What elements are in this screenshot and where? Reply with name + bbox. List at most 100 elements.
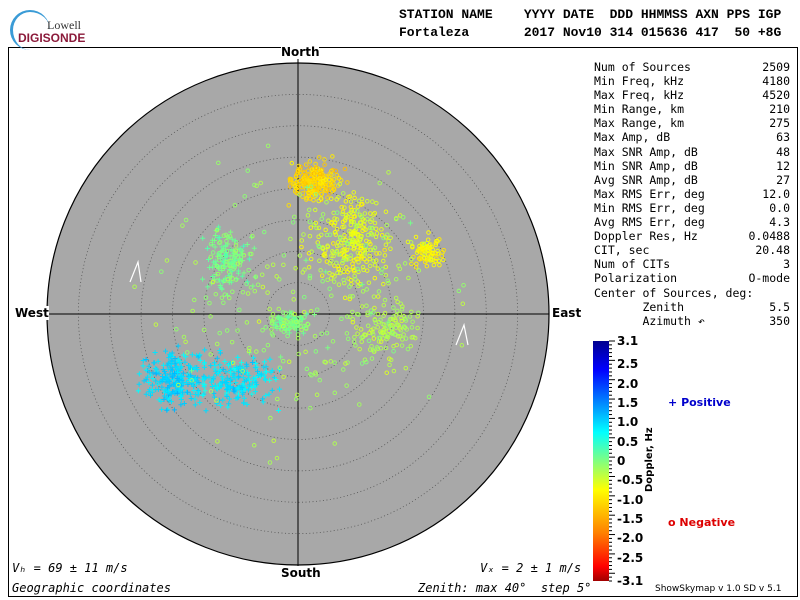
direction-west: West bbox=[15, 306, 49, 320]
source-positive bbox=[191, 388, 197, 394]
source-positive bbox=[300, 330, 306, 336]
source-negative bbox=[355, 331, 360, 336]
source-positive bbox=[136, 371, 142, 377]
source-positive bbox=[196, 353, 202, 359]
source-negative bbox=[298, 320, 303, 326]
source-negative bbox=[281, 262, 286, 268]
source-negative bbox=[294, 190, 299, 196]
source-positive bbox=[274, 323, 280, 329]
source-positive bbox=[287, 309, 293, 315]
source-negative bbox=[358, 327, 364, 332]
source-negative bbox=[372, 275, 378, 281]
source-negative bbox=[364, 287, 369, 292]
source-positive bbox=[252, 384, 258, 390]
source-negative bbox=[381, 258, 386, 264]
source-negative bbox=[292, 311, 297, 317]
source-negative bbox=[223, 232, 229, 238]
legend-negative-label: Negative bbox=[679, 516, 736, 529]
source-negative bbox=[323, 227, 328, 233]
source-positive bbox=[250, 375, 256, 381]
source-negative bbox=[365, 199, 370, 204]
source-negative bbox=[294, 319, 299, 325]
source-negative bbox=[358, 202, 364, 207]
source-negative bbox=[265, 143, 271, 149]
source-negative bbox=[282, 325, 287, 331]
source-negative bbox=[224, 248, 230, 254]
source-positive bbox=[231, 259, 237, 265]
source-negative bbox=[379, 270, 384, 276]
source-positive bbox=[213, 258, 219, 264]
source-positive bbox=[249, 234, 255, 240]
source-negative bbox=[371, 294, 377, 299]
source-positive bbox=[159, 378, 165, 384]
source-positive bbox=[237, 257, 243, 263]
source-positive bbox=[359, 282, 365, 288]
source-positive bbox=[209, 383, 215, 389]
source-negative bbox=[232, 250, 237, 255]
source-negative bbox=[217, 239, 223, 245]
source-positive bbox=[249, 380, 255, 386]
source-negative bbox=[285, 333, 290, 339]
source-negative bbox=[401, 332, 406, 337]
source-negative bbox=[359, 196, 365, 202]
stat-label: Center of Sources, deg: bbox=[594, 285, 754, 300]
source-positive bbox=[182, 359, 188, 365]
source-negative bbox=[247, 345, 252, 351]
source-positive bbox=[150, 370, 156, 376]
source-negative bbox=[287, 321, 292, 327]
source-positive bbox=[200, 235, 206, 241]
source-negative bbox=[307, 219, 313, 225]
source-negative bbox=[336, 266, 341, 271]
source-negative bbox=[341, 191, 346, 196]
stat-value: 275 bbox=[769, 116, 790, 131]
source-negative bbox=[307, 233, 313, 239]
source-negative bbox=[233, 243, 239, 248]
source-negative bbox=[318, 268, 323, 273]
source-negative bbox=[309, 249, 314, 254]
source-positive bbox=[216, 397, 222, 403]
source-negative bbox=[293, 265, 298, 271]
source-negative bbox=[314, 189, 320, 195]
source-negative bbox=[421, 255, 427, 261]
source-positive bbox=[251, 245, 257, 251]
source-negative bbox=[355, 231, 360, 237]
source-negative bbox=[397, 213, 403, 218]
source-negative bbox=[233, 252, 238, 258]
stat-label: Min SNR Amp, dB bbox=[594, 158, 698, 173]
source-negative bbox=[461, 283, 466, 288]
source-positive bbox=[172, 356, 178, 362]
source-positive bbox=[225, 362, 231, 368]
source-negative bbox=[208, 352, 213, 357]
colorbar-ticks bbox=[609, 340, 615, 582]
source-negative bbox=[208, 389, 214, 394]
source-negative bbox=[221, 300, 226, 306]
coordinate-system: Geographic coordinates bbox=[12, 581, 171, 595]
stat-value: 12.0 bbox=[762, 186, 790, 201]
source-positive bbox=[178, 393, 184, 399]
source-negative bbox=[274, 455, 280, 461]
source-negative bbox=[328, 359, 334, 364]
stat-value: 0.0488 bbox=[748, 229, 790, 244]
source-negative bbox=[336, 252, 341, 257]
source-positive bbox=[235, 354, 241, 360]
source-positive bbox=[179, 377, 185, 383]
source-positive bbox=[152, 349, 158, 355]
source-negative bbox=[383, 264, 389, 270]
source-negative bbox=[353, 227, 358, 233]
source-positive bbox=[171, 370, 177, 376]
source-positive bbox=[311, 312, 317, 318]
source-negative bbox=[362, 252, 367, 257]
source-negative bbox=[332, 216, 337, 221]
source-negative bbox=[340, 258, 346, 264]
source-negative bbox=[323, 177, 328, 182]
source-negative bbox=[381, 322, 387, 327]
source-positive bbox=[226, 234, 232, 240]
source-positive bbox=[202, 388, 208, 394]
source-negative bbox=[374, 200, 379, 206]
source-negative bbox=[305, 322, 311, 327]
stat-label: Min Range, km bbox=[594, 102, 685, 117]
source-positive bbox=[155, 381, 161, 387]
source-positive bbox=[233, 375, 239, 381]
source-positive bbox=[189, 368, 195, 374]
source-negative bbox=[397, 333, 403, 339]
